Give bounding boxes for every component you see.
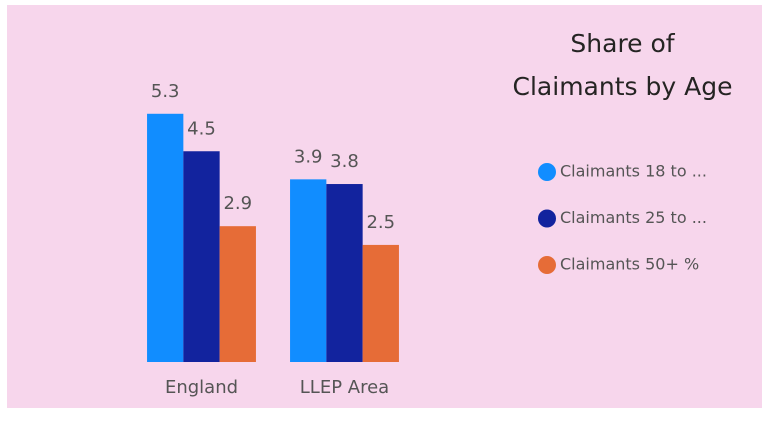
x-tick-label: England	[165, 377, 238, 398]
legend-label: Claimants 25 to ...	[560, 208, 707, 227]
data-label: 3.9	[294, 146, 323, 167]
data-label: 3.8	[330, 151, 359, 172]
legend-marker	[538, 163, 556, 181]
bar	[290, 179, 327, 362]
bar	[183, 151, 220, 362]
bar	[326, 184, 363, 362]
x-tick-label: LLEP Area	[300, 377, 389, 398]
data-label: 4.5	[187, 118, 216, 139]
legend-label: Claimants 18 to ...	[560, 162, 707, 181]
legend-label: Claimants 50+ %	[560, 255, 699, 274]
chart-title: Share of Claimants by Age	[512, 29, 733, 101]
legend-marker	[538, 209, 556, 228]
bar	[219, 226, 256, 362]
bar	[362, 244, 399, 362]
data-label: 5.3	[151, 81, 180, 102]
legend-marker	[538, 256, 556, 274]
data-label: 2.9	[223, 193, 252, 214]
bar	[147, 113, 184, 363]
data-label: 2.5	[366, 212, 395, 233]
